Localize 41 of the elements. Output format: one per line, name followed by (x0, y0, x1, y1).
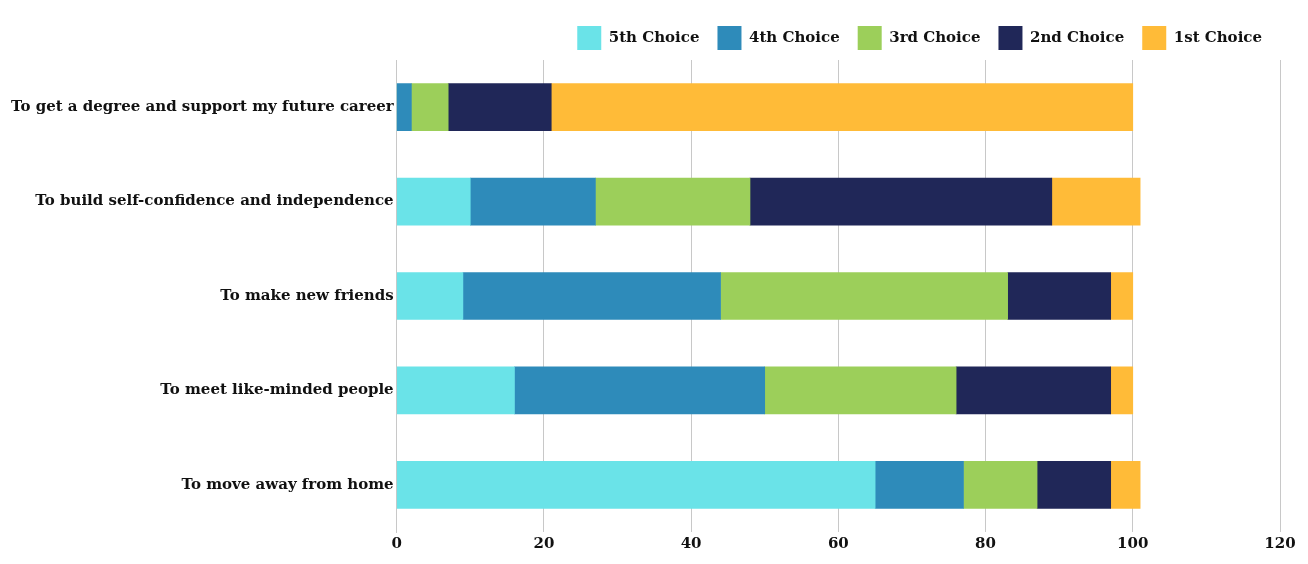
x-tick-label: 120 (1264, 533, 1296, 552)
legend-label: 2nd Choice (1029, 27, 1125, 46)
legend-label: 5th Choice (608, 27, 700, 46)
bar (550, 83, 1134, 132)
bar (764, 366, 957, 415)
bar (1110, 272, 1134, 320)
legend-label: 4th Choice (748, 27, 840, 46)
bar (1110, 366, 1134, 415)
bar (469, 177, 596, 226)
bar (396, 177, 471, 226)
bar (595, 177, 751, 226)
y-tick-label: To get a degree and support my future career (10, 97, 395, 116)
x-tick-label: 40 (680, 533, 702, 552)
bar (1036, 460, 1112, 509)
bar (1110, 460, 1141, 509)
bar (396, 460, 876, 509)
legend-label: 3rd Choice (889, 27, 981, 46)
legend-label: 1st Choice (1173, 27, 1263, 46)
bar (411, 83, 449, 132)
bar (720, 272, 1008, 320)
bar (396, 366, 515, 415)
bar (447, 83, 552, 132)
x-tick-label: 20 (533, 533, 555, 552)
y-tick-label: To meet like-minded people (160, 380, 394, 399)
y-tick-label: To build self-confidence and independence (35, 191, 394, 210)
bar (955, 366, 1112, 415)
bar (514, 366, 766, 415)
bar (396, 83, 412, 132)
y-tick-label: To make new friends (220, 285, 394, 304)
bar (963, 460, 1038, 509)
bar (1051, 177, 1141, 226)
y-tick-label: To move away from home (181, 474, 394, 493)
bar (1007, 272, 1112, 320)
x-tick-label: 100 (1117, 533, 1149, 552)
bar (874, 460, 964, 509)
x-tick-label: 80 (975, 533, 996, 552)
x-tick-label: 0 (391, 533, 402, 552)
bar (749, 177, 1053, 226)
bar (396, 272, 464, 320)
bar (462, 272, 721, 320)
x-tick-label: 60 (827, 533, 849, 552)
